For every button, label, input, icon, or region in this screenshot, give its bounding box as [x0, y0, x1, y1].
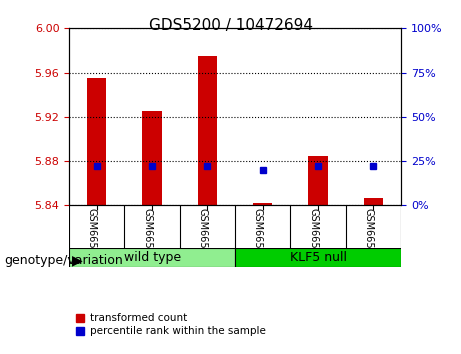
Text: GSM665449: GSM665449 — [363, 207, 373, 267]
Text: GDS5200 / 10472694: GDS5200 / 10472694 — [148, 18, 313, 33]
Text: ▶: ▶ — [71, 253, 82, 267]
Text: GSM665448: GSM665448 — [308, 207, 318, 267]
Bar — [142, 111, 162, 205]
Text: GSM665446: GSM665446 — [253, 207, 263, 267]
Bar — [253, 203, 272, 205]
FancyBboxPatch shape — [235, 248, 401, 267]
Text: GSM665454: GSM665454 — [197, 207, 207, 267]
Bar — [308, 155, 328, 205]
Text: GSM665453: GSM665453 — [142, 207, 152, 267]
Bar — [87, 78, 106, 205]
Legend: transformed count, percentile rank within the sample: transformed count, percentile rank withi… — [74, 313, 266, 336]
Text: genotype/variation: genotype/variation — [5, 254, 124, 267]
Bar — [198, 56, 217, 205]
Text: GSM665451: GSM665451 — [87, 207, 97, 267]
FancyBboxPatch shape — [69, 248, 235, 267]
Text: wild type: wild type — [124, 251, 181, 264]
Text: KLF5 null: KLF5 null — [290, 251, 347, 264]
Bar — [364, 198, 383, 205]
